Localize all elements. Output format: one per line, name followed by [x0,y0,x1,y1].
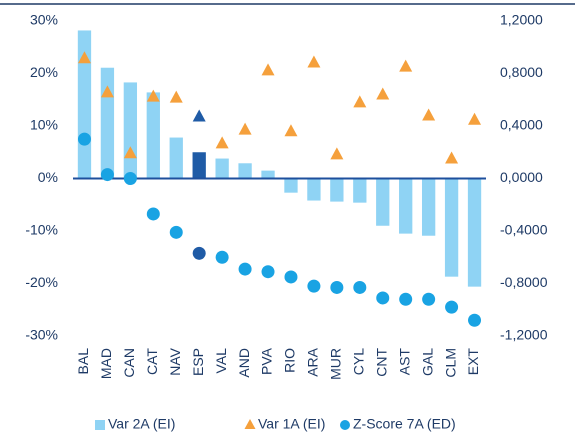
bar [284,178,298,193]
dot-marker [284,270,298,284]
y-tick-label: 0% [38,169,58,185]
x-tick-label: ARA [305,347,321,376]
bar [399,178,413,234]
x-tick-label: NAV [167,347,183,375]
bar [146,92,160,179]
bar [215,158,229,179]
legend-label: Var 1A (EI) [258,416,325,432]
bar [261,170,275,179]
legend-swatch [340,420,350,430]
y-tick-label: -10% [25,222,58,238]
dot-marker [422,292,436,306]
triangle-marker [468,112,482,125]
bar [100,67,115,179]
dot-marker [77,132,91,146]
x-tick-label: BAL [75,348,91,375]
dot-marker [215,250,229,264]
triangle-marker [284,124,298,137]
dot-marker [353,280,367,294]
triangle-marker [353,95,367,108]
bar [123,82,138,179]
triangle-marker [330,147,344,160]
triangle-marker [238,122,252,135]
triangle-marker [123,146,137,159]
bar [444,178,459,277]
triangle-marker [192,109,206,122]
x-tick-label: MAD [98,348,114,379]
dot-marker [146,207,160,221]
bar [353,178,367,203]
x-tick-label: AND [236,348,252,378]
y-tick-label: -30% [25,327,58,343]
triangle-marker [376,87,390,100]
legend-label: Z-Score 7A (ED) [353,416,456,432]
dot-marker [399,292,413,306]
y2-tick-label: 0,8000 [500,64,543,80]
triangle-marker [422,108,436,121]
triangle-marker [307,55,321,68]
dot-marker [100,168,114,182]
x-tick-label: CYL [351,348,367,375]
bar [467,178,482,287]
y2-tick-label: 1,2000 [500,12,543,28]
dot-marker [192,246,206,260]
bar [421,178,436,236]
y-tick-label: -20% [25,274,58,290]
x-tick-label: CLM [442,348,458,378]
y-tick-label: 10% [30,117,58,133]
y2-tick-label: -0,8000 [500,274,548,290]
bar [376,178,390,226]
y-tick-label: 30% [30,12,58,28]
dot-marker [376,291,390,305]
bar [330,178,344,202]
triangle-marker [445,151,459,164]
triangle-marker [77,51,91,64]
triangle-marker [146,89,160,102]
dot-marker [468,313,482,327]
y2-tick-label: -0,4000 [500,222,548,238]
triangle-marker [169,90,183,103]
bar [307,178,321,201]
bar [192,152,206,179]
x-tick-label: ESP [190,348,206,376]
y-tick-label: 20% [30,64,58,80]
legend-label: Var 2A (EI) [108,416,175,432]
legend-swatch [244,419,256,429]
dot-marker [330,280,344,294]
y2-tick-label: -1,2000 [500,327,548,343]
dot-marker [238,262,252,276]
dot-marker [169,225,183,239]
triangle-marker [100,85,114,98]
dot-marker [307,279,321,293]
x-tick-label: GAL [419,348,435,376]
x-tick-label: RIO [282,348,298,373]
x-tick-label: MUR [328,348,344,380]
x-tick-label: EXT [465,348,481,376]
bar [238,163,252,179]
x-tick-label: CNT [373,348,389,377]
bar [169,137,183,179]
x-tick-label: PVA [259,347,275,375]
dot-marker [261,265,275,279]
dot-marker [123,172,137,185]
y2-tick-label: 0,0000 [500,169,543,185]
triangle-marker [215,136,229,149]
legend-swatch [95,420,105,430]
y2-tick-label: 0,4000 [500,117,543,133]
triangle-marker [261,63,275,76]
x-tick-label: AST [396,348,412,376]
x-tick-label: CAT [144,348,160,375]
x-tick-label: VAL [213,348,229,374]
triangle-marker [399,59,413,72]
x-tick-label: CAN [121,348,137,378]
dot-marker [445,300,459,314]
